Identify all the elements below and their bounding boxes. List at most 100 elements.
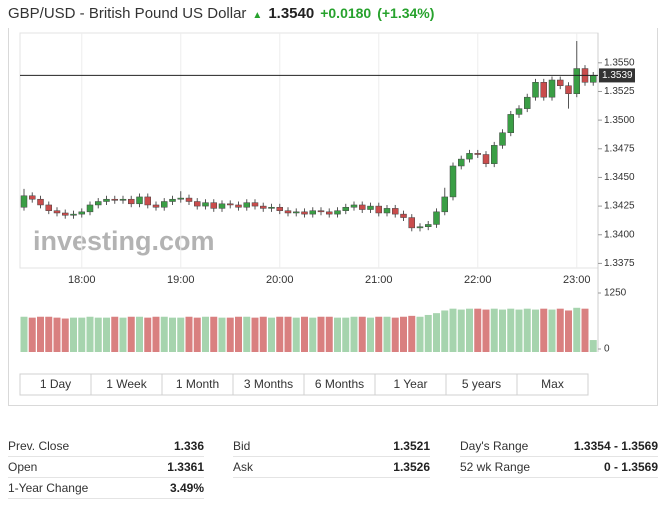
candle-body [53, 210, 61, 214]
candle-body [119, 198, 127, 201]
price-change: +0.0180 [320, 5, 372, 21]
candle-body [62, 212, 69, 216]
x-tick-label: 23:00 [563, 274, 591, 286]
stats-column: Day's Range 1.3354 - 1.3569 52 wk Range 0 -… [460, 436, 658, 478]
volume-bar [28, 317, 36, 352]
volume-bar [243, 316, 251, 352]
volume-bar [160, 316, 168, 352]
range-button-label[interactable]: 5 years [462, 377, 501, 391]
stats-row: Open 1.3361 [8, 457, 204, 478]
candle-body [45, 204, 52, 211]
volume-bar [540, 308, 548, 352]
volume-bar [226, 317, 234, 352]
range-button-label[interactable]: 1 Week [106, 377, 147, 391]
candle-body [301, 211, 308, 215]
candle-body [449, 165, 457, 198]
last-price-box [599, 68, 635, 83]
volume-bar [441, 310, 449, 352]
stats-row: Ask 1.3526 [233, 457, 430, 478]
volume-bar [152, 316, 160, 352]
range-button[interactable] [516, 373, 589, 396]
stat-label: Day's Range [460, 439, 529, 453]
y-tick-label: 1.3375 [604, 258, 635, 269]
volume-bar [78, 317, 86, 352]
volume-bar [177, 317, 185, 352]
candle-body [86, 204, 94, 213]
volume-bar [358, 316, 366, 352]
volume-bar [433, 313, 440, 352]
range-button-label[interactable]: 1 Month [176, 377, 219, 391]
candle-body [375, 205, 382, 214]
volume-bar [37, 316, 44, 352]
range-button-label[interactable]: 1 Year [393, 377, 427, 391]
candle-body [565, 85, 572, 95]
stat-label: Bid [233, 439, 251, 453]
watermark: investing.com [33, 226, 215, 256]
candle-body [29, 195, 36, 200]
candle-body [243, 202, 250, 208]
stats-column: Prev. Close 1.336 Open 1.3361 1-Year Change 3… [8, 436, 204, 499]
volume-bar [301, 316, 308, 352]
candle-body [293, 211, 300, 214]
volume-bar [565, 310, 572, 352]
range-button-label[interactable]: 6 Months [315, 377, 364, 391]
range-button-label[interactable]: 1 Day [40, 377, 71, 391]
volume-bar [185, 316, 193, 352]
x-tick-label: 22:00 [464, 274, 492, 286]
volume-bar [259, 316, 267, 352]
candle-body [95, 201, 102, 206]
stats-row: 1-Year Change 3.49% [8, 478, 204, 499]
volume-bar [589, 340, 597, 352]
volume-bar [169, 317, 176, 352]
stats-column: Bid 1.3521 Ask 1.3526 [233, 436, 430, 478]
up-arrow: ▲ [252, 10, 263, 21]
volume-bar [532, 309, 539, 352]
candle-body [210, 202, 217, 209]
stat-value: 0 - 1.3569 [603, 460, 658, 474]
candle-body [350, 204, 358, 208]
volume-bar [292, 317, 300, 352]
volume-bar [548, 309, 556, 352]
stat-label: 1-Year Change [8, 481, 89, 495]
x-tick-label: 21:00 [365, 274, 393, 286]
volume-bar [391, 317, 399, 352]
candle-body [161, 201, 168, 208]
candle-body [590, 75, 597, 83]
volume-bar [119, 317, 127, 352]
volume-tick-label: 0 [604, 344, 610, 355]
candle-body [540, 82, 547, 98]
volume-bar [210, 316, 218, 352]
chart-frame [8, 28, 658, 406]
stat-value: 1.3361 [167, 460, 204, 474]
candle-body [367, 205, 374, 210]
stats-row: Bid 1.3521 [233, 436, 430, 457]
volume-bar [53, 317, 61, 352]
volume-bar [375, 316, 383, 352]
y-tick-label: 1.3475 [604, 143, 635, 154]
candle-body [557, 79, 564, 86]
candle-body [474, 153, 481, 155]
volume-bar [70, 317, 77, 352]
candle-body [169, 198, 176, 202]
candle-body [532, 82, 539, 98]
candle-body [276, 206, 283, 211]
candle-body [268, 206, 275, 209]
volume-bar [193, 317, 201, 352]
candle-body [317, 210, 325, 213]
range-button-label[interactable]: 3 Months [244, 377, 293, 391]
candle-body [185, 197, 193, 202]
candle-body [383, 208, 391, 214]
volume-bar [317, 316, 325, 352]
volume-bar [416, 316, 424, 352]
range-button-label[interactable]: Max [541, 377, 564, 391]
volume-bar [367, 317, 374, 352]
quote-header: GBP/USD - British Pound US Dollar ▲ 1.35… [8, 5, 434, 22]
volume-bar [111, 316, 119, 352]
volume-bar [235, 316, 242, 352]
candle-body [144, 196, 151, 206]
candle-body [78, 211, 85, 215]
volume-bar [408, 315, 416, 352]
volume-bar [127, 316, 135, 352]
volume-bar [457, 309, 465, 352]
volume-bar [350, 316, 358, 352]
